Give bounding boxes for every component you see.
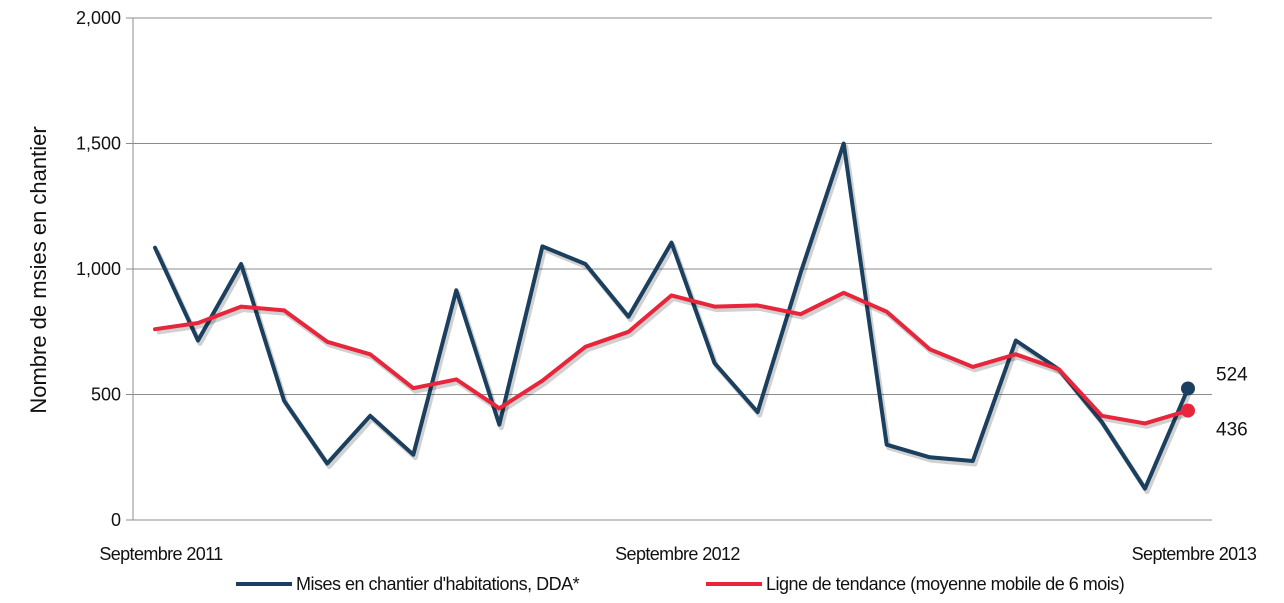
series-end-label-1: 524 (1216, 364, 1248, 385)
x-tick-label: Septembre 2011 (99, 544, 223, 564)
y-tick-label: 1,500 (76, 134, 121, 154)
legend-label-series-1: Mises en chantier d'habitations, DDA* (296, 574, 580, 594)
y-tick-label: 2,000 (76, 8, 121, 28)
y-tick-label: 1,000 (76, 259, 121, 279)
series-shadow-2 (156, 293, 1191, 429)
y-tick-label: 0 (111, 510, 121, 530)
series-line-1 (153, 141, 1190, 491)
tick-labels: 0 500 1,000 1,500 2,000 Septembre 2011 Septemb… (76, 8, 1258, 564)
axes (126, 17, 1212, 521)
legend-label-series-2: Ligne de tendance (moyenne mobile de 6 m… (766, 574, 1124, 594)
x-tick-label: Septembre 2012 (615, 544, 740, 564)
series-lines (153, 141, 1195, 495)
y-axis-title: Nombre de msies en chantier (26, 126, 51, 413)
legend: Mises en chantier d'habitations, DDA* Li… (236, 574, 1125, 594)
gridlines (133, 17, 1212, 395)
series-line-2 (153, 290, 1190, 426)
series-end-marker-2 (1181, 403, 1195, 418)
series-end-marker-1 (1181, 381, 1195, 396)
y-tick-label: 500 (91, 385, 121, 405)
series-end-label-2: 436 (1216, 420, 1248, 441)
x-tick-label: Septembre 2013 (1132, 544, 1257, 564)
